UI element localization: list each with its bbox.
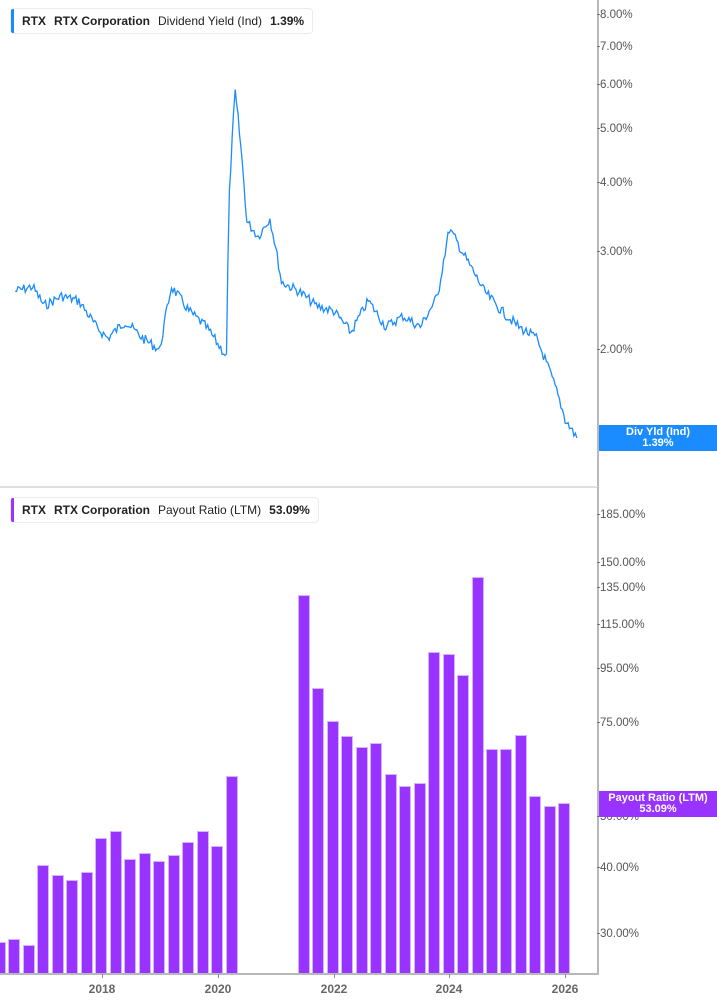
y-tick: 185.00% [596, 509, 646, 521]
payout-ratio-bar[interactable] [558, 803, 571, 973]
x-tick-label: 2026 [551, 982, 579, 996]
y-tick: 6.00% [597, 79, 633, 91]
series-color-swatch [11, 9, 14, 33]
legend-ticker: RTX [22, 503, 46, 517]
y-tick: 75.00% [596, 717, 640, 729]
payout-ratio-bar[interactable] [8, 938, 21, 973]
x-tick-mark [334, 974, 335, 978]
payout-ratio-bar[interactable] [80, 871, 93, 973]
payout-ratio-bar[interactable] [22, 945, 35, 973]
y-tick: 30.00% [596, 928, 640, 940]
payout-ratio-bar[interactable] [297, 594, 310, 973]
payout-ratio-bar[interactable] [0, 941, 6, 973]
payout-ratio-bar[interactable] [167, 855, 180, 973]
payout-ratio-bar[interactable] [109, 831, 122, 973]
payout-ratio-legend[interactable]: RTX RTX Corporation Payout Ratio (LTM) 5… [10, 497, 319, 523]
payout-ratio-bar[interactable] [138, 852, 151, 973]
payout-ratio-bar[interactable] [95, 838, 108, 973]
payout-ratio-bar[interactable] [471, 577, 484, 973]
y-tick: 4.00% [597, 177, 633, 189]
y-tick: 7.00% [597, 41, 633, 53]
x-tick-label: 2024 [435, 982, 463, 996]
payout-ratio-bar[interactable] [341, 735, 354, 973]
y-axis-line [597, 0, 599, 487]
dividend-yield-panel: RTX RTX Corporation Dividend Yield (Ind)… [0, 0, 717, 488]
tag-value: 1.39% [642, 437, 674, 449]
y-tick: 95.00% [596, 663, 640, 675]
payout-ratio-panel: RTX RTX Corporation Payout Ratio (LTM) 5… [0, 487, 717, 1005]
y-tick: 135.00% [596, 582, 646, 594]
payout-ratio-bar[interactable] [196, 831, 209, 973]
payout-ratio-bar[interactable] [514, 734, 527, 973]
y-tick: 40.00% [596, 862, 640, 874]
dividend-yield-legend[interactable]: RTX RTX Corporation Dividend Yield (Ind)… [10, 8, 314, 34]
x-tick-label: 2020 [204, 982, 232, 996]
payout-ratio-bar[interactable] [413, 783, 426, 973]
y-tick: 8.00% [597, 9, 633, 21]
payout-ratio-bar[interactable] [529, 795, 542, 973]
legend-metric: Payout Ratio (LTM) [158, 503, 262, 517]
payout-ratio-bar[interactable] [370, 742, 383, 973]
y-tick: 3.00% [597, 246, 633, 258]
payout-ratio-bar[interactable] [51, 875, 64, 973]
legend-company: RTX Corporation [54, 14, 150, 28]
legend-metric: Dividend Yield (Ind) [158, 14, 263, 28]
x-tick-mark [218, 974, 219, 978]
payout-ratio-bar[interactable] [485, 748, 498, 973]
tag-label: Payout Ratio (LTM) [608, 792, 708, 804]
y-tick: 5.00% [597, 123, 633, 135]
payout-ratio-bar[interactable] [66, 879, 79, 973]
last-value-tag: Payout Ratio (LTM) 53.09% [599, 791, 717, 817]
legend-value: 53.09% [269, 503, 310, 517]
payout-ratio-bar[interactable] [428, 651, 441, 973]
last-value-tag: Div Yld (Ind) 1.39% [599, 425, 717, 451]
y-tick: 150.00% [596, 557, 646, 569]
x-tick-mark [449, 974, 450, 978]
legend-ticker: RTX [22, 14, 46, 28]
tag-value: 53.09% [639, 803, 677, 815]
payout-ratio-bar[interactable] [182, 841, 195, 973]
tag-label: Div Yld (Ind) [626, 426, 690, 438]
x-tick-label: 2022 [320, 982, 348, 996]
y-tick: 115.00% [597, 619, 645, 631]
payout-ratio-bar[interactable] [442, 653, 455, 973]
dividend-yield-line [15, 89, 578, 439]
x-axis-line [0, 973, 599, 975]
y-axis-line [597, 487, 599, 974]
payout-ratio-bar[interactable] [355, 746, 368, 973]
dividend-yield-line-chart[interactable] [0, 0, 598, 487]
legend-value: 1.39% [270, 14, 305, 28]
payout-ratio-bar[interactable] [312, 688, 325, 973]
payout-ratio-bar[interactable] [225, 775, 238, 973]
payout-ratio-bar[interactable] [37, 865, 50, 973]
payout-ratio-bar[interactable] [457, 674, 470, 973]
payout-ratio-bar[interactable] [384, 773, 397, 973]
payout-ratio-bar[interactable] [500, 748, 513, 973]
payout-ratio-bar[interactable] [153, 861, 166, 973]
payout-ratio-bar[interactable] [211, 846, 224, 973]
y-tick: 2.00% [597, 344, 633, 356]
payout-ratio-bar[interactable] [326, 721, 339, 973]
series-color-swatch [11, 498, 14, 522]
payout-ratio-bar[interactable] [399, 785, 412, 973]
payout-ratio-bar[interactable] [543, 805, 556, 973]
x-tick-label: 2018 [88, 982, 116, 996]
payout-ratio-bar[interactable] [124, 858, 137, 973]
x-tick-mark [565, 974, 566, 978]
panel-divider[interactable] [0, 486, 598, 488]
x-tick-mark [102, 974, 103, 978]
legend-company: RTX Corporation [54, 503, 150, 517]
